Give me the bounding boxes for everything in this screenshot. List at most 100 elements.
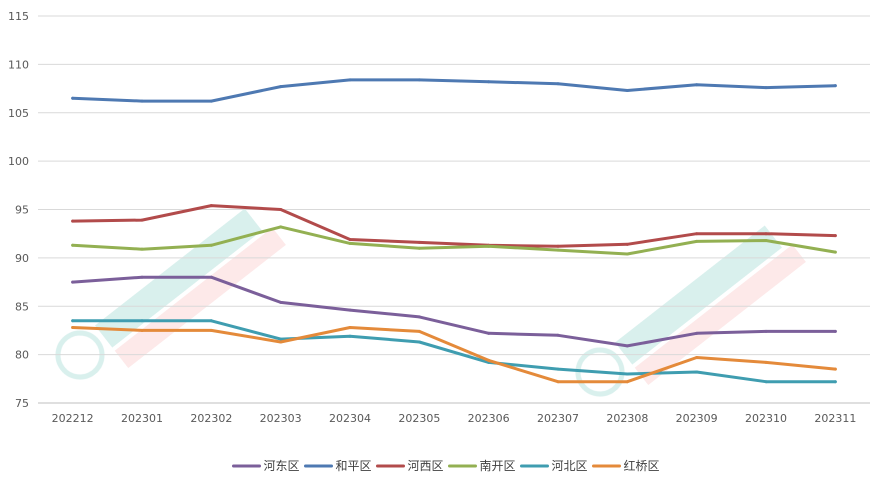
data-point <box>695 232 699 236</box>
data-point <box>556 333 560 337</box>
series-line <box>71 275 837 348</box>
data-point <box>209 328 213 332</box>
data-point <box>695 83 699 87</box>
x-tick-label: 202310 <box>745 412 787 425</box>
data-point <box>833 250 837 254</box>
data-point <box>764 86 768 90</box>
series-3 <box>71 204 837 248</box>
series-line <box>71 326 837 384</box>
data-point <box>556 82 560 86</box>
y-tick-label: 80 <box>15 349 29 362</box>
data-point <box>625 380 629 384</box>
x-tick-label: 202309 <box>676 412 718 425</box>
y-tick-label: 110 <box>8 58 29 71</box>
data-point <box>348 78 352 82</box>
data-point <box>348 308 352 312</box>
series-line <box>71 78 837 103</box>
legend-item: 南开区 <box>448 458 516 473</box>
data-point <box>695 239 699 243</box>
data-point <box>71 219 75 223</box>
data-point <box>279 300 283 304</box>
series-6 <box>71 326 837 384</box>
legend-label: 南开区 <box>480 458 516 473</box>
legend-label: 红桥区 <box>624 458 660 473</box>
y-tick-label: 90 <box>15 252 29 265</box>
y-tick-label: 85 <box>15 300 29 313</box>
data-point <box>625 344 629 348</box>
data-point <box>71 280 75 284</box>
series-1 <box>71 275 837 348</box>
data-point <box>556 244 560 248</box>
data-point <box>695 370 699 374</box>
data-point <box>556 380 560 384</box>
data-point <box>764 238 768 242</box>
data-point <box>348 241 352 245</box>
series-line <box>71 204 837 248</box>
y-tick-label: 100 <box>8 155 29 168</box>
data-point <box>209 99 213 103</box>
data-point <box>833 367 837 371</box>
data-point <box>348 237 352 241</box>
legend-label: 河西区 <box>408 459 444 473</box>
x-tick-label: 202306 <box>468 412 510 425</box>
data-point <box>487 244 491 248</box>
legend-item: 和平区 <box>304 459 372 473</box>
data-point <box>209 319 213 323</box>
legend-item: 红桥区 <box>592 458 660 473</box>
legend-label: 河东区 <box>264 459 300 473</box>
data-point <box>279 337 283 341</box>
data-point <box>625 252 629 256</box>
watermark-logo <box>55 208 286 380</box>
legend-label: 和平区 <box>336 459 372 473</box>
x-tick-label: 202304 <box>329 412 371 425</box>
data-point <box>487 80 491 84</box>
data-point <box>764 329 768 333</box>
series-4 <box>71 225 837 256</box>
series-line <box>71 319 837 384</box>
data-point <box>209 204 213 208</box>
data-point <box>764 360 768 364</box>
x-tick-label: 202307 <box>537 412 579 425</box>
x-tick-label: 202303 <box>260 412 302 425</box>
data-point <box>833 234 837 238</box>
y-tick-label: 75 <box>15 397 29 410</box>
series-layer <box>71 78 837 384</box>
x-tick-label: 202212 <box>52 412 94 425</box>
y-tick-label: 95 <box>15 204 29 217</box>
data-point <box>348 326 352 330</box>
data-point <box>279 85 283 89</box>
data-point <box>625 242 629 246</box>
legend-item: 河北区 <box>520 459 588 473</box>
data-point <box>140 275 144 279</box>
legend-item: 河东区 <box>232 459 300 473</box>
data-point <box>417 340 421 344</box>
data-point <box>695 356 699 360</box>
data-point <box>209 243 213 247</box>
x-axis: 202212 202301 202302 202303 202304 202305 2023… <box>52 412 857 425</box>
series-2 <box>71 78 837 103</box>
x-tick-label: 202311 <box>814 412 856 425</box>
data-point <box>140 247 144 251</box>
data-point <box>209 275 213 279</box>
legend-label: 河北区 <box>552 459 588 473</box>
data-point <box>417 78 421 82</box>
data-point <box>279 208 283 211</box>
grid-layer <box>38 15 870 404</box>
data-point <box>833 380 837 384</box>
data-point <box>487 358 491 362</box>
data-point <box>625 372 629 376</box>
data-point <box>417 240 421 244</box>
data-point <box>71 96 75 100</box>
data-point <box>764 380 768 384</box>
data-point <box>556 248 560 252</box>
data-point <box>140 99 144 103</box>
data-point <box>71 243 75 247</box>
data-point <box>71 326 75 330</box>
data-point <box>71 319 75 323</box>
series-line <box>71 225 837 256</box>
series-5 <box>71 319 837 384</box>
data-point <box>487 331 491 335</box>
legend-item: 河西区 <box>376 459 444 473</box>
data-point <box>279 340 283 344</box>
